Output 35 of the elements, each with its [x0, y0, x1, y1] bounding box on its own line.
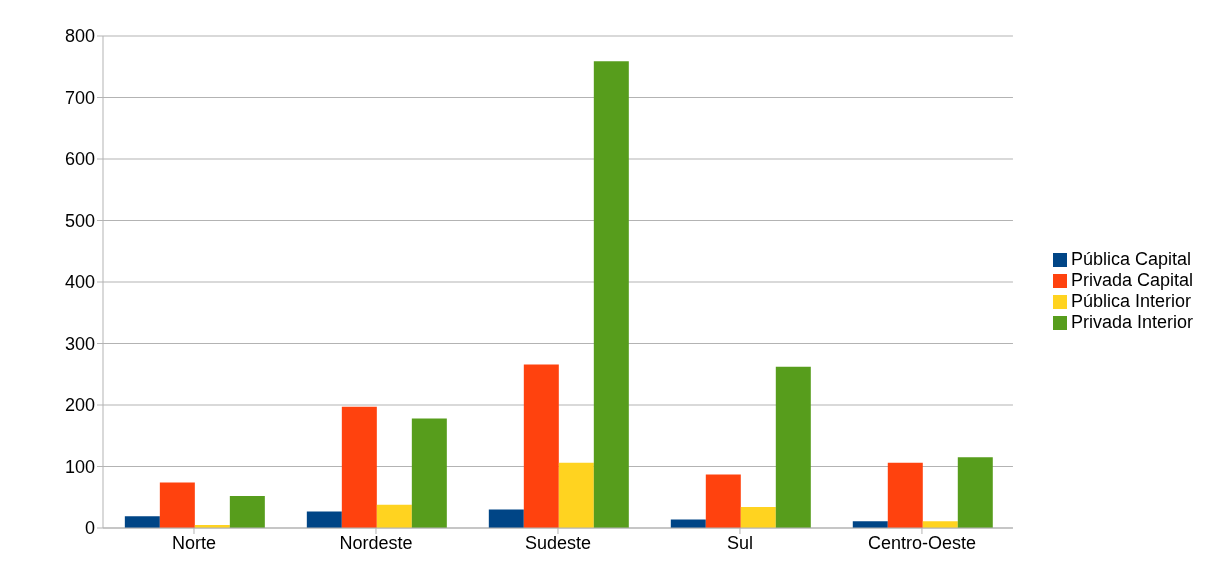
x-tick-label: Nordeste [339, 532, 413, 553]
bar [306, 511, 342, 528]
bar [670, 519, 706, 528]
bar [593, 61, 629, 528]
bar [124, 516, 160, 528]
bar [523, 364, 559, 528]
bar [887, 462, 923, 528]
bar [705, 474, 741, 528]
y-tick-label: 300 [64, 333, 95, 354]
x-tick-label: Sul [726, 532, 753, 553]
bar [740, 507, 776, 528]
y-tick-label: 800 [64, 26, 95, 47]
y-tick-label: 0 [84, 518, 95, 539]
legend-label: Pública Capital [1070, 248, 1192, 269]
bar [341, 406, 377, 528]
bar [229, 496, 265, 528]
x-tick-label: Sudeste [524, 532, 591, 553]
x-tick-label: Centro-Oeste [867, 532, 976, 553]
bar [775, 366, 811, 528]
y-tick-label: 500 [64, 210, 95, 231]
legend-label: Privada Capital [1070, 269, 1193, 290]
bar [957, 457, 993, 528]
y-tick-label: 600 [64, 149, 95, 170]
bar [411, 418, 447, 528]
legend-label: Privada Interior [1070, 311, 1193, 332]
x-tick-label: Norte [171, 532, 216, 553]
y-tick-label: 100 [64, 456, 95, 477]
y-tick-label: 200 [64, 395, 95, 416]
y-tick-label: 700 [64, 87, 95, 108]
bar [558, 462, 594, 528]
bar [376, 504, 412, 528]
bar [488, 509, 524, 528]
y-tick-label: 400 [64, 272, 95, 293]
legend-label: Pública Interior [1070, 290, 1191, 311]
bar [159, 482, 195, 528]
